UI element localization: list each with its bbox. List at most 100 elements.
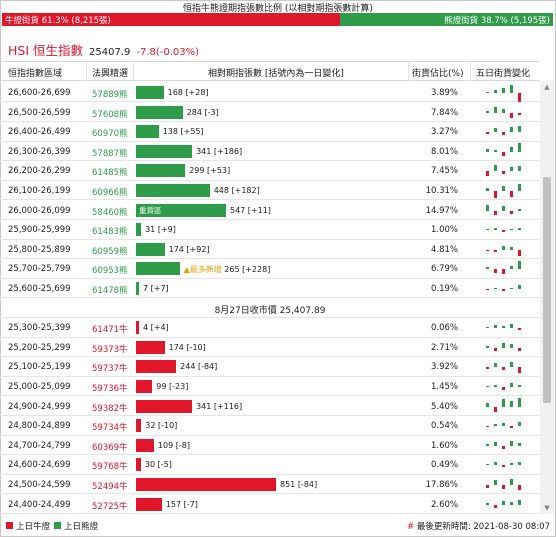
spark-bar xyxy=(502,171,505,175)
spark-bar xyxy=(494,462,497,466)
contracts-label: 99 [-23] xyxy=(156,382,189,391)
contracts-label: 30 [-5] xyxy=(144,460,172,470)
spark-bar xyxy=(518,385,521,387)
warrant-code-link[interactable]: 59737牛 xyxy=(92,364,128,375)
spark-bar xyxy=(502,500,505,505)
scroll-thumb[interactable] xyxy=(543,177,551,403)
warrant-code-link[interactable]: 61471牛 xyxy=(92,325,128,336)
warrant-code-link[interactable]: 57608熊 xyxy=(92,109,128,120)
spark-bar xyxy=(502,186,505,191)
table-row[interactable]: 24,600-24,699 59768牛 30 [-5] 0.49% xyxy=(0,455,540,475)
spark-bar xyxy=(502,151,505,156)
warrant-code-link[interactable]: 52494牛 xyxy=(92,482,128,492)
warrant-code-link[interactable]: 52725牛 xyxy=(92,501,128,512)
spark-bar xyxy=(502,342,505,348)
table-row[interactable]: 26,300-26,399 57887熊 341 [+186] 8.01% xyxy=(0,142,540,162)
table-row[interactable]: 26,000-26,099 58460熊 重貨區 547 [+11] 14.97% xyxy=(0,201,540,220)
table-row[interactable]: 25,100-25,199 59737牛 244 [-84] 3.92% xyxy=(0,357,540,377)
column-divider xyxy=(86,61,87,81)
warrant-code-link[interactable]: 59768牛 xyxy=(92,462,128,473)
warrant-code-link[interactable]: 59382牛 xyxy=(92,403,128,414)
spark-bar xyxy=(494,90,497,93)
table-row[interactable]: 24,500-24,599 52494牛 851 [-84] 17.86% xyxy=(0,475,540,495)
contracts-label: 157 [-7] xyxy=(165,499,198,509)
warrant-code-link[interactable]: 60966熊 xyxy=(92,188,128,198)
table-row[interactable]: 25,600-25,699 61478熊 7 [+7] 0.19% xyxy=(0,279,540,299)
warrant-code-link[interactable]: 58460熊 xyxy=(92,207,128,218)
table-row[interactable]: 26,600-26,699 57889熊 168 [+28] 3.89% xyxy=(0,83,540,103)
warrant-code-link[interactable]: 57889熊 xyxy=(92,90,128,100)
warrant-code-link[interactable]: 61483熊 xyxy=(92,227,128,238)
contracts-bar xyxy=(136,262,180,276)
contracts-label: 174 [-10] xyxy=(168,342,206,352)
spark-bar xyxy=(518,261,521,270)
table-row[interactable]: 25,800-25,899 60959熊 174 [+92] 4.81% xyxy=(0,240,540,260)
row-range: 25,600-25,699 xyxy=(8,284,71,294)
contracts-value: 168 [+28] xyxy=(168,88,209,97)
table-row[interactable]: 26,500-26,599 57608熊 284 [-3] 7.84% xyxy=(0,103,540,122)
spark-bar xyxy=(502,326,505,329)
ratio-title: 恒指牛熊證期指張數比例 (以相對期指張數計算) xyxy=(183,4,373,14)
table-row[interactable]: 25,900-25,999 61483熊 31 [+9] 1.00% xyxy=(0,220,540,240)
warrant-code-link[interactable]: 57887熊 xyxy=(92,148,128,159)
spark-bar xyxy=(494,363,497,368)
spark-bar xyxy=(510,167,513,172)
warrant-code-link[interactable]: 61485熊 xyxy=(92,168,128,179)
contracts-bar xyxy=(136,458,141,472)
contracts-bar xyxy=(136,164,186,178)
spark-bar xyxy=(494,149,497,152)
warrant-code-link[interactable]: 60959熊 xyxy=(92,246,128,257)
bear-share-label: 熊證街貨 38.7% (5,195張) xyxy=(444,15,550,26)
row-range: 24,700-24,799 xyxy=(8,440,71,451)
spark-bar xyxy=(486,204,489,211)
footer: 上日牛證 上日熊證 # 最後更新時間: 2021-08-30 08:07 xyxy=(0,518,556,536)
table-row[interactable]: 24,800-24,899 59734牛 32 [-10] 0.54% xyxy=(0,416,540,436)
table-row[interactable]: 24,900-24,999 59382牛 341 [+116] 5.40% xyxy=(0,397,540,416)
spark-bar xyxy=(510,229,513,231)
warrant-code-link[interactable]: 59734牛 xyxy=(92,423,128,434)
contracts-bar xyxy=(136,399,193,413)
warrant-table-body[interactable]: 26,600-26,699 57889熊 168 [+28] 3.89% 26,500-… xyxy=(0,81,540,514)
index-name: HSI 恒生指數 xyxy=(8,43,83,58)
spark-bar xyxy=(486,502,489,505)
contracts-bar xyxy=(136,223,142,237)
row-range: 24,800-24,899 xyxy=(8,421,71,432)
table-row[interactable]: 25,200-25,299 59373牛 174 [-10] 2.71% xyxy=(0,338,540,358)
spark-bar xyxy=(486,92,489,93)
spark-bar xyxy=(518,422,521,427)
warrant-code-link[interactable]: 59373牛 xyxy=(92,344,128,355)
row-range: 26,300-26,399 xyxy=(8,146,71,157)
row-range: 25,800-25,899 xyxy=(8,244,71,255)
table-row[interactable]: 24,700-24,799 60369牛 109 [-8] 1.60% xyxy=(0,436,540,456)
outstanding-ratio: 7.45% xyxy=(430,166,458,177)
warrant-code-link[interactable]: 60953熊 xyxy=(92,266,128,277)
table-row[interactable]: 25,300-25,399 61471牛 4 [+4] 0.06% xyxy=(0,318,540,338)
spark-bar xyxy=(510,343,513,348)
table-row[interactable]: 26,400-26,499 60970熊 138 [+55] 3.27% xyxy=(0,122,540,142)
outstanding-ratio: 1.60% xyxy=(430,440,458,451)
spark-bar xyxy=(486,386,489,387)
spark-bar xyxy=(510,191,513,197)
contracts-value: 341 [+116] xyxy=(196,402,242,411)
warrant-code-link[interactable]: 61478熊 xyxy=(92,286,128,296)
col-spark-header: 五日街貨變化 xyxy=(476,69,531,79)
contracts-bar: 重貨區 xyxy=(136,203,226,217)
table-row[interactable]: 26,100-26,199 60966熊 448 [+182] 10.31% xyxy=(0,181,540,201)
table-row[interactable]: 25,700-25,799 60953熊 ▲最多新增 265 [+228] 6.79% xyxy=(0,259,540,279)
contracts-bar xyxy=(136,144,193,158)
contracts-value: 30 [-5] xyxy=(145,460,172,469)
table-row[interactable]: 26,200-26,299 61485熊 299 [+53] 7.45% xyxy=(0,161,540,181)
warrant-code-link[interactable]: 59736牛 xyxy=(92,384,128,394)
five-day-sparkline xyxy=(486,204,521,215)
spark-bar xyxy=(502,423,505,427)
contracts-label: 32 [-10] xyxy=(145,421,178,431)
warrant-code-link[interactable]: 60970熊 xyxy=(92,129,128,140)
table-row[interactable]: 24,400-24,499 52725牛 157 [-7] 2.60% xyxy=(0,495,540,514)
vertical-scrollbar[interactable]: ▲ ▼ xyxy=(540,81,554,514)
spark-bar xyxy=(486,367,489,370)
warrant-code-link[interactable]: 60369牛 xyxy=(92,442,128,453)
scroll-down-arrow-icon[interactable]: ▼ xyxy=(544,504,550,512)
table-row[interactable]: 25,000-25,099 59736牛 99 [-23] 1.45% xyxy=(0,377,540,397)
spark-bar xyxy=(494,406,497,412)
scroll-up-arrow-icon[interactable]: ▲ xyxy=(544,83,550,91)
